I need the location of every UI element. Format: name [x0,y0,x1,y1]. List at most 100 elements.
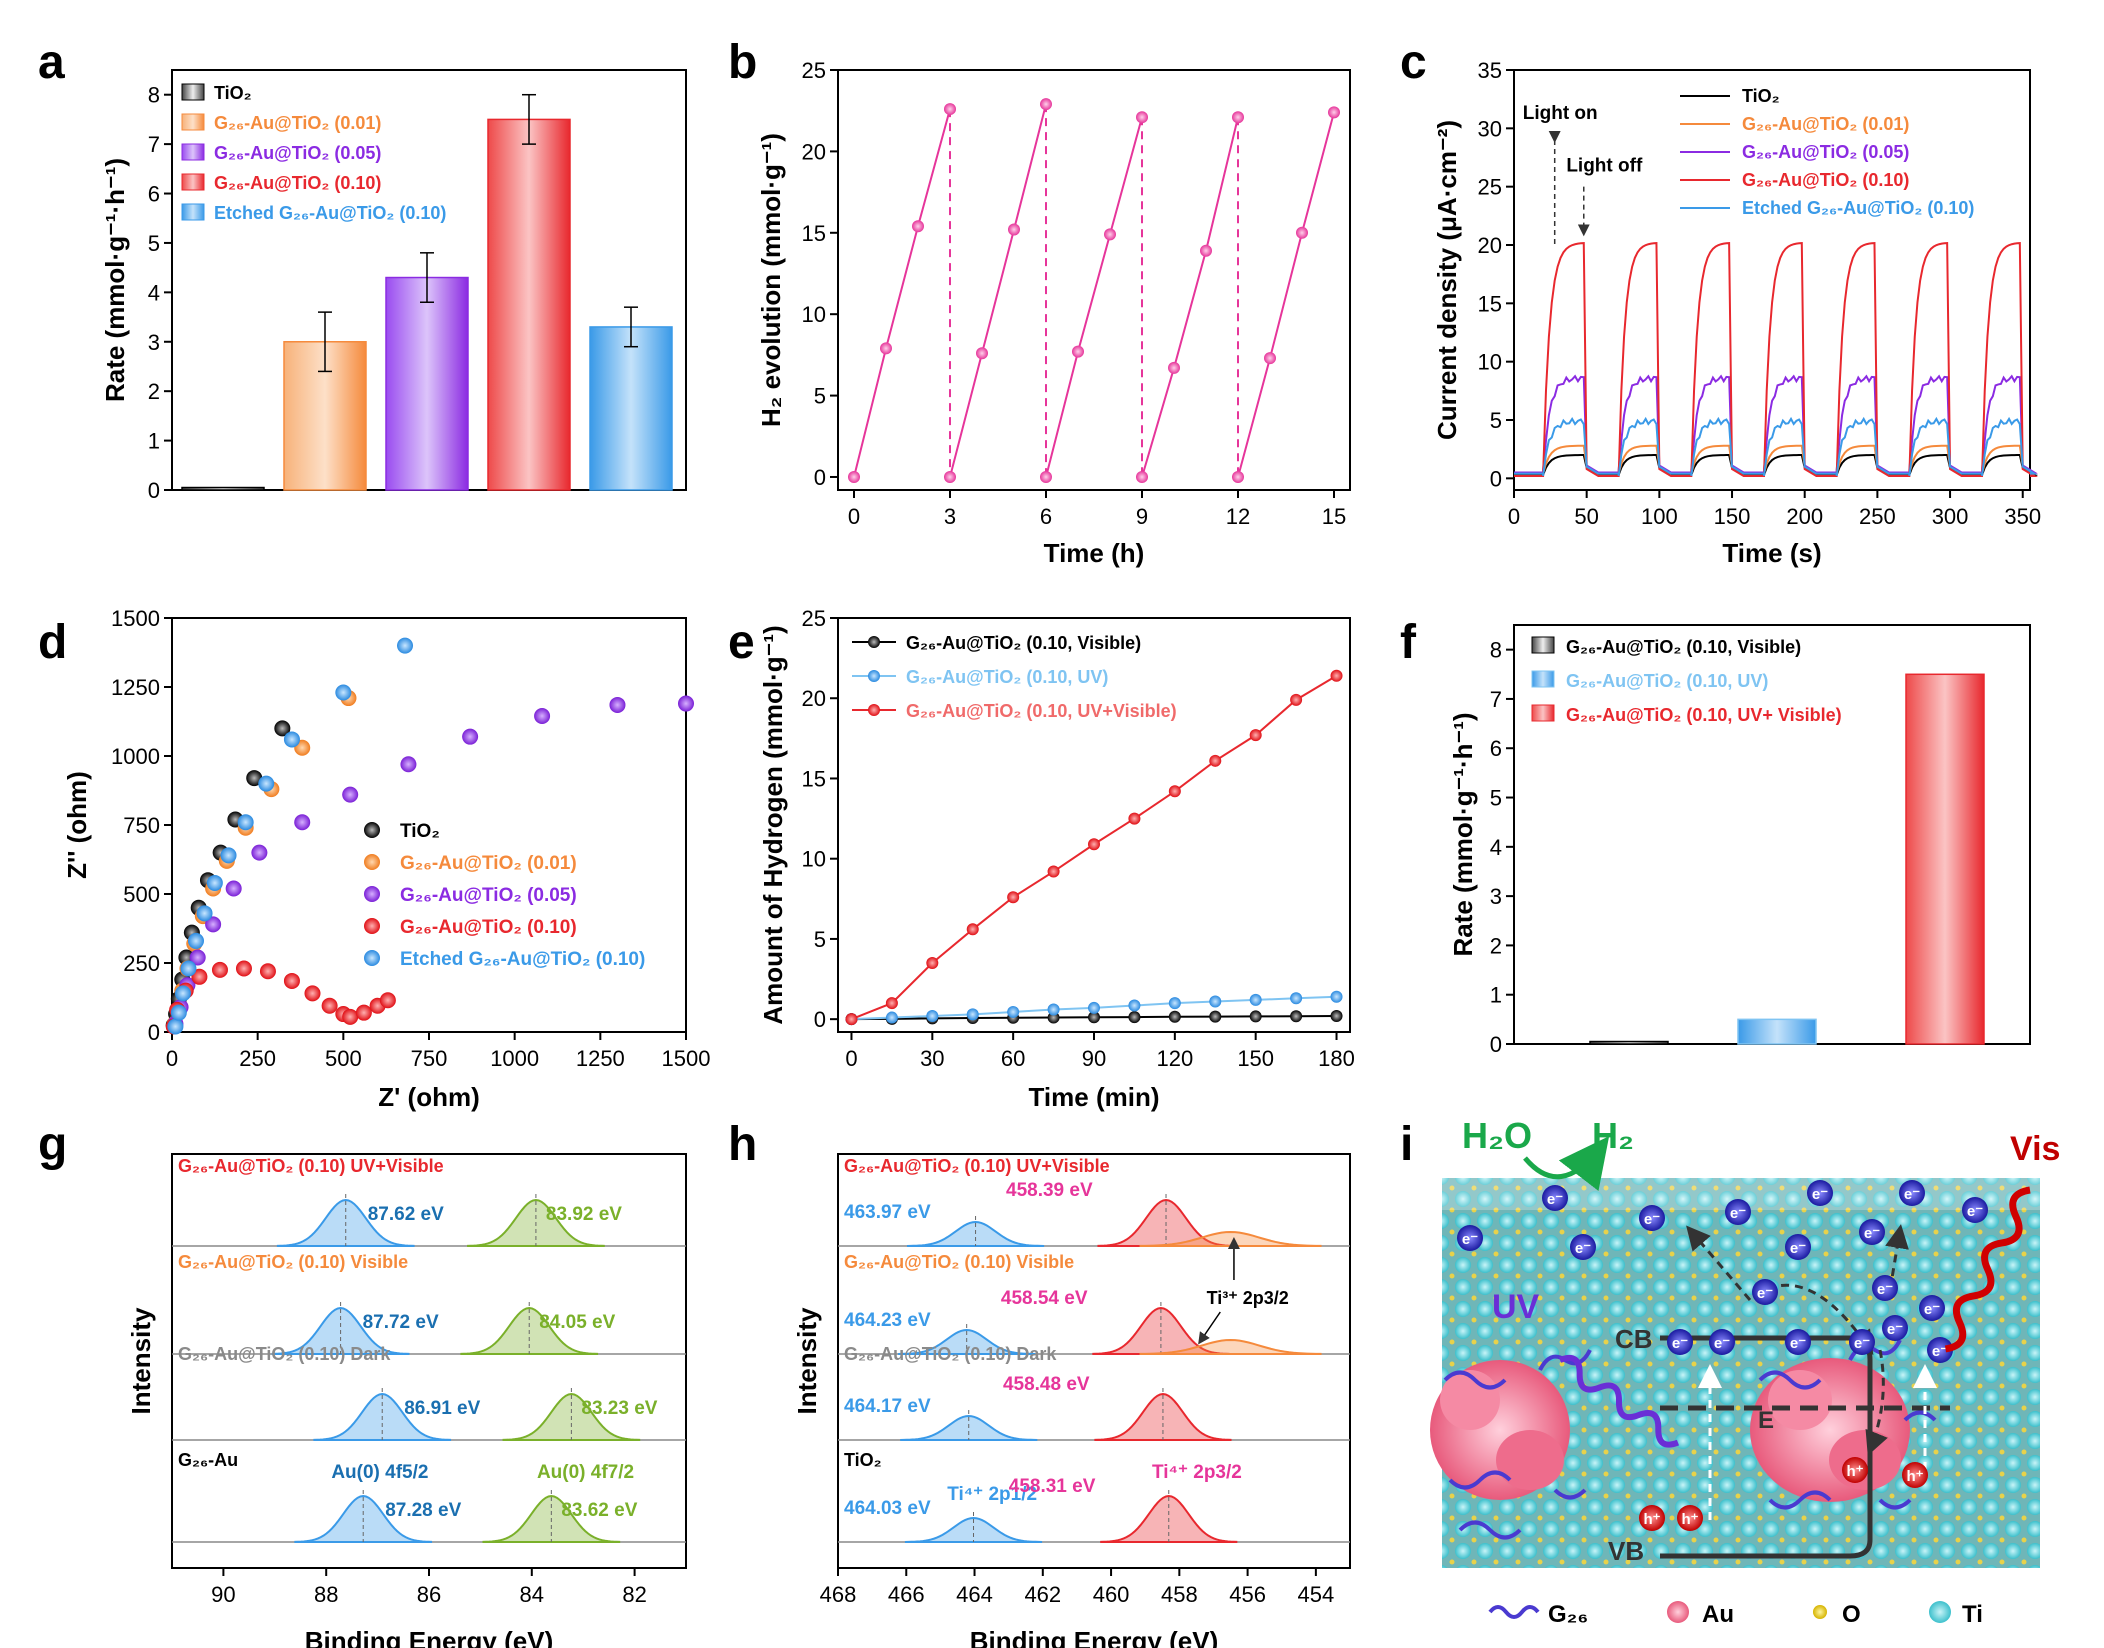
x-axis-label: Binding Energy (eV) [970,1626,1218,1648]
y-tick-label: 7 [148,132,160,157]
data-point [1232,470,1244,483]
legend-entry: G₂₆-Au@TiO₂ (0.01) [400,853,577,874]
x-axis-label: Z' (ohm) [378,1082,480,1112]
legend-entry: G₂₆-Au@TiO₂ (0.10, UV) [1566,671,1768,691]
uv-wave: UV [1492,1288,1680,1448]
peak-energy-label: 83.23 eV [581,1398,657,1419]
data-point [1290,693,1303,706]
data-point [335,684,352,701]
legend-entry: G₂₆-Au@TiO₂ (0.05) [214,143,381,163]
water-splitting: H₂O H₂ [1462,1115,1634,1191]
electron [1882,1315,1908,1341]
legend-entry: G₂₆-Au@TiO₂ (0.10, UV+Visible) [906,701,1177,721]
plot-frame [837,69,1351,491]
x-tick-label: 460 [1093,1582,1130,1607]
peak-energy-label: 84.05 eV [539,1312,615,1333]
ti3-arrow [1198,1311,1221,1345]
legend-marker [364,886,380,902]
spectrum-label: G₂₆-Au [178,1450,238,1470]
peak-energy-label: 458.39 eV [1006,1180,1093,1201]
data-point [1040,470,1052,483]
data-point [1209,754,1222,767]
y-tick-label: 25 [802,58,826,83]
y-tick-label: 0 [148,1020,160,1045]
y-tick-label: 8 [148,83,160,108]
electron-label: e⁻ [1714,1335,1730,1352]
y-tick-label: 4 [148,280,160,305]
x-tick-label: 456 [1229,1582,1266,1607]
legend-entry: G₂₆-Au@TiO₂ (0.10, UV+ Visible) [1566,705,1842,725]
data-point [848,470,860,483]
spectrum-label: G₂₆-Au@TiO₂ (0.10) Dark [178,1344,391,1364]
spectrum-label: G₂₆-Au@TiO₂ (0.10) Visible [178,1252,408,1272]
peak-energy-label: 83.92 eV [546,1204,622,1225]
data-point [462,728,479,745]
panel-f: 0 1 2 3 4 5 6 7 8 Rate (mmol·g⁻¹·h⁻¹) G₂₆-Au@TiO₂ … [1448,624,2031,1057]
electron [1872,1275,1898,1301]
data-point [237,814,254,831]
peak-energy-label: 458.54 eV [1001,1288,1088,1309]
x-tick-label: 458 [1161,1582,1198,1607]
panel-letter-c: c [1400,36,1427,89]
hole-label: h⁺ [1643,1511,1660,1528]
data-point [379,992,396,1009]
photocurrent-trace [1514,416,2038,477]
y-tick-label: 15 [1478,291,1502,316]
y-tick-label: 25 [802,606,826,631]
y-axis-label: Intensity [126,1307,156,1414]
electron-label: e⁻ [1887,1321,1903,1338]
data-point [1104,228,1116,241]
y-tick-label: 2 [1490,933,1502,958]
electron-label: e⁻ [1730,1205,1746,1222]
y-tick-label: 250 [123,951,160,976]
spectrum-label: G₂₆-Au@TiO₂ (0.10) UV+Visible [844,1156,1110,1176]
legend-entry: G₂₆-Au@TiO₂ (0.05) [1742,142,1909,162]
y-axis-label: Current density (μA·cm⁻²) [1432,120,1462,440]
x-tick-label: 150 [1237,1046,1274,1071]
data-point [1290,992,1303,1005]
spectrum-label: TiO₂ [844,1450,882,1470]
y-tick-label: 7 [1490,687,1502,712]
holes: h⁺ h⁺ h⁺ h⁺ [1639,1457,1928,1531]
data-point [845,1013,858,1026]
bar [487,118,571,491]
data-point [1047,865,1060,878]
x-tick-label: 200 [1786,504,1823,529]
data-point [1128,812,1141,825]
data-point [355,1004,372,1021]
electron-label: e⁻ [1864,1225,1880,1242]
peak-energy-label: 86.91 eV [404,1398,480,1419]
electron [1570,1234,1596,1260]
data-point [609,696,626,713]
x-tick-label: 12 [1226,504,1250,529]
hole [1902,1462,1928,1488]
legend-swatch [181,203,205,221]
data-point [1249,1010,1262,1023]
panel-letter-h: h [728,1118,757,1171]
data-point [1200,244,1212,257]
electron-label: e⁻ [1462,1231,1478,1248]
bar [1905,673,1985,1045]
panel-i-schematic: CB VB E e⁻e⁻e⁻ e⁻e⁻ e⁻e⁻e⁻ e⁻e⁻e⁻e⁻ e⁻ e⁻ e⁻e⁻… [1430,1115,2060,1628]
electron [1859,1219,1885,1245]
data-point [170,1004,187,1021]
x-tick-label: 100 [1641,504,1678,529]
x-tick-label: 50 [1574,504,1598,529]
y-tick-label: 1000 [111,744,160,769]
y-axis-label: Rate (mmol·g⁻¹·h⁻¹) [100,158,130,402]
data-point [342,1008,359,1025]
data-point [1007,891,1020,904]
electron-label: e⁻ [1904,1186,1920,1203]
y-tick-label: 5 [1490,786,1502,811]
electron-label: e⁻ [1932,1343,1948,1360]
legend-entry: G₂₆-Au@TiO₂ (0.05) [400,885,577,906]
y-tick-label: 0 [814,465,826,490]
data-point [1008,223,1020,236]
electrons: e⁻ e⁻ e⁻ e⁻ e⁻ e⁻ e⁻ e⁻ e⁻ e⁻ e⁻ e⁻ e⁻ e⁻ e⁻ e⁻ e⁻ e⁻ e⁻ [1457,1180,1988,1363]
x-tick-label: 0 [848,504,860,529]
y-tick-label: 3 [1490,884,1502,909]
legend-swatch [1531,636,1555,654]
y-tick-label: 5 [148,231,160,256]
legend-entry: Etched G₂₆-Au@TiO₂ (0.10) [400,949,645,970]
legend-o: O [1842,1601,1861,1628]
